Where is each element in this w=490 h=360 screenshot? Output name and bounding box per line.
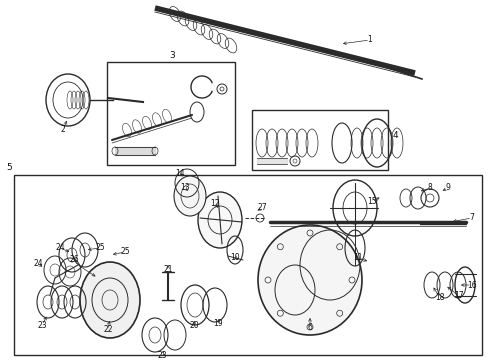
Ellipse shape bbox=[80, 262, 140, 338]
Text: 17: 17 bbox=[454, 292, 464, 301]
Text: 2: 2 bbox=[61, 126, 65, 135]
Text: 18: 18 bbox=[435, 293, 445, 302]
Text: 11: 11 bbox=[353, 253, 363, 262]
Text: 14: 14 bbox=[175, 170, 185, 179]
Text: 22: 22 bbox=[103, 325, 113, 334]
Text: 23: 23 bbox=[157, 351, 167, 360]
Bar bbox=[252, 110, 388, 170]
Text: 24: 24 bbox=[33, 260, 43, 269]
Text: 19: 19 bbox=[213, 319, 223, 328]
Text: 7: 7 bbox=[469, 213, 474, 222]
Text: 1: 1 bbox=[368, 36, 372, 45]
Text: 27: 27 bbox=[257, 203, 267, 212]
Text: 13: 13 bbox=[180, 184, 190, 193]
Text: 3: 3 bbox=[169, 50, 175, 59]
Text: 8: 8 bbox=[428, 184, 432, 193]
Text: 12: 12 bbox=[210, 199, 220, 208]
Text: 4: 4 bbox=[393, 130, 399, 139]
Bar bbox=[107, 62, 235, 165]
Text: 23: 23 bbox=[37, 320, 47, 329]
Bar bbox=[14, 175, 482, 355]
Text: 26: 26 bbox=[69, 256, 79, 265]
Ellipse shape bbox=[258, 225, 362, 335]
Text: 25: 25 bbox=[120, 248, 130, 256]
Text: 20: 20 bbox=[189, 320, 199, 329]
Text: 6: 6 bbox=[308, 324, 313, 333]
Text: 24: 24 bbox=[55, 243, 65, 252]
Text: 9: 9 bbox=[445, 184, 450, 193]
Text: 16: 16 bbox=[467, 280, 477, 289]
Ellipse shape bbox=[198, 192, 242, 248]
Text: 10: 10 bbox=[230, 252, 240, 261]
Text: 15: 15 bbox=[367, 198, 377, 207]
Text: 21: 21 bbox=[163, 266, 173, 274]
Text: 5: 5 bbox=[6, 163, 12, 172]
Text: 25: 25 bbox=[95, 243, 105, 252]
Ellipse shape bbox=[174, 176, 206, 216]
